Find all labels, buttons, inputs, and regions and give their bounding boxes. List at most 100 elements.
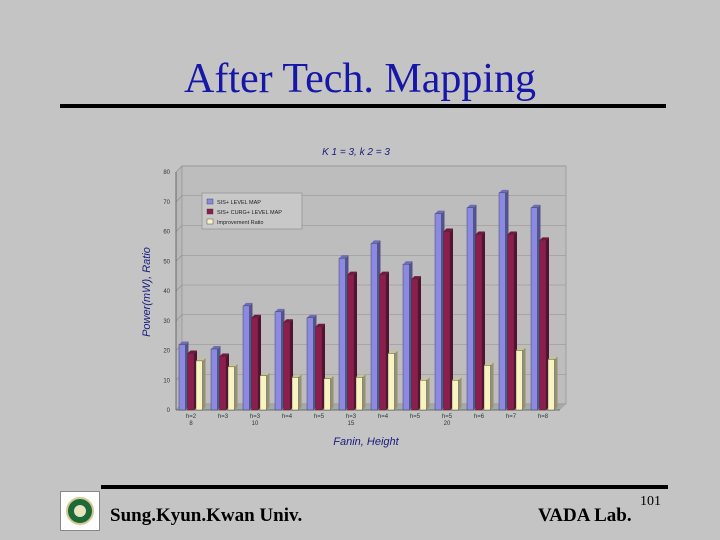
legend-label: Improvement Ratio [217,220,263,226]
bar [370,243,378,411]
bar-top [228,363,238,367]
bar [466,207,474,411]
bar-side [490,362,494,410]
legend-swatch [206,208,214,215]
bar [451,380,459,411]
bar [242,305,250,411]
x-tick-label: h=5 [410,414,421,420]
bar-top [283,319,293,323]
legend-swatch [206,218,214,225]
y-axis-label: Power(mW), Ratio [141,247,153,337]
bar [515,350,523,411]
gridline-side [175,314,183,321]
bar-top [411,276,421,280]
y-tick-label: 10 [163,378,170,384]
bar [387,353,395,411]
bar [475,234,483,411]
bar [187,353,195,411]
bar [419,380,427,411]
bar-top [507,231,517,235]
bar-top [531,204,541,208]
bar-top [467,204,477,208]
bar-top [179,341,189,345]
bar-top [452,377,462,381]
x-axis-label: Fanin, Height [333,436,399,448]
bar [498,192,506,411]
x-tick-label: h=6 [474,414,485,420]
bar [315,326,323,411]
bar [355,377,363,411]
bar-top [324,375,334,379]
bar-top [516,347,526,351]
bar-top [339,255,349,259]
x-tick-label: h=4 [378,414,389,420]
bar [227,366,235,411]
legend-label: SIS+ CURG+ LEVEL MAP [217,210,282,216]
bar-side [354,271,357,410]
bar-side [202,357,206,410]
x-tick-label: h=5 [314,414,325,420]
y-tick-label: 50 [163,259,170,265]
x-tick-label: h=2 [186,414,197,420]
bar-side [298,374,302,410]
x-tick-sublabel: 20 [444,421,451,427]
bar-top [484,362,494,366]
x-tick-label: h=4 [282,414,293,420]
bar-top [388,350,398,354]
x-tick-label: h=8 [538,414,549,420]
y-tick-label: 60 [163,230,170,236]
bar [402,264,410,411]
bar [379,274,387,411]
bar [547,359,555,411]
x-tick-label: h=3 [250,414,261,420]
title-underline [60,104,666,108]
bar [251,317,259,411]
bar [291,377,299,411]
bar [323,378,331,411]
footer-university: Sung.Kyun.Kwan Univ. [110,505,303,526]
bar-side [394,350,398,410]
bar-side [234,363,238,410]
bar-top [307,314,317,318]
bar-top [211,346,221,350]
bar-top [499,189,509,193]
bar-top [356,374,366,378]
bar [539,240,547,411]
bar [178,344,186,411]
bar [347,274,355,411]
slide-title: After Tech. Mapping [183,56,537,102]
bar-top [435,210,445,214]
bar-side [458,377,462,410]
legend [201,192,303,230]
x-tick-sublabel: 8 [189,421,193,427]
bar-top [443,228,453,232]
bar-top [539,237,549,241]
y-tick-label: 70 [163,200,170,206]
page-number: 101 [640,494,661,509]
bar [483,365,491,411]
bar [259,375,267,411]
x-tick-label: h=3 [346,414,357,420]
bar-top [403,261,413,265]
gridline-side [175,195,183,202]
footer-lab: VADA Lab. [538,505,632,526]
bar-side [266,372,270,410]
bar [195,360,203,411]
x-tick-label: h=3 [218,414,229,420]
bar [274,311,282,411]
bar-top [315,323,325,327]
bar-side [522,347,526,410]
gridline-side [175,165,183,173]
x-tick-label: h=5 [442,414,453,420]
bar-side [330,375,334,410]
y-tick-label: 80 [163,170,170,176]
x-tick-sublabel: 15 [348,421,355,427]
x-tick-sublabel: 10 [252,421,259,427]
x-tick-label: h=7 [506,414,517,420]
bar-top [187,350,197,354]
gridline-side [175,284,183,292]
gridline-side [175,225,183,232]
bar-top [251,314,261,318]
bar-side [426,377,430,410]
